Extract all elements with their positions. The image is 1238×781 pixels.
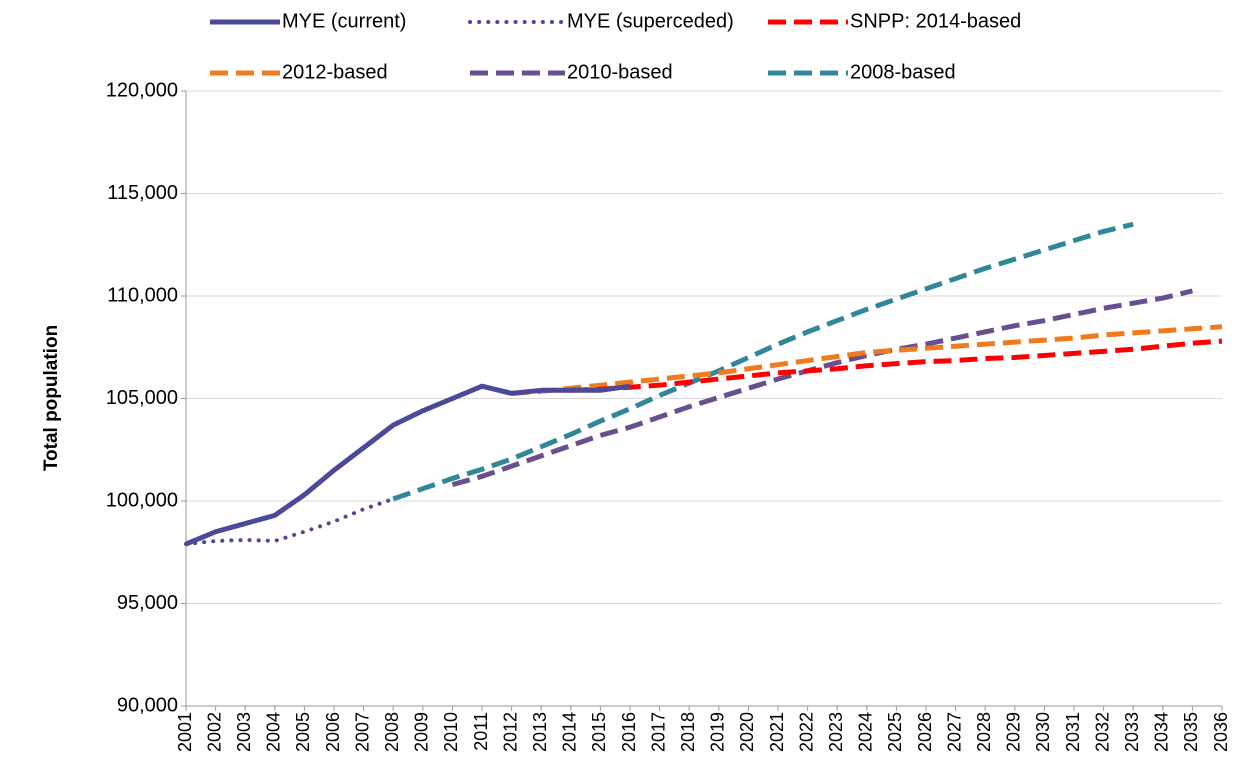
x-tick-label: 2025 <box>885 712 905 752</box>
x-tick-label: 2013 <box>530 712 550 752</box>
series-line <box>185 383 631 547</box>
x-tick-label: 2031 <box>1063 712 1083 752</box>
x-tick-label: 2001 <box>175 712 195 752</box>
legend-label: 2010-based <box>567 61 673 83</box>
x-tick-label: 2023 <box>826 712 846 752</box>
x-tick-label: 2022 <box>796 712 816 752</box>
x-tick-label: 2009 <box>412 712 432 752</box>
y-tick-label: 105,000 <box>106 387 178 409</box>
x-tick-label: 2021 <box>767 712 787 752</box>
x-tick-label: 2008 <box>382 712 402 752</box>
x-tick-label: 2004 <box>264 712 284 752</box>
legend-label: 2012-based <box>282 61 388 83</box>
x-tick-label: 2006 <box>323 712 343 752</box>
x-tick-label: 2033 <box>1122 712 1142 752</box>
x-tick-label: 2026 <box>915 712 935 752</box>
x-tick-label: 2029 <box>1004 712 1024 752</box>
x-tick-label: 2007 <box>352 712 372 752</box>
x-tick-label: 2011 <box>471 712 491 751</box>
series-line <box>184 496 396 547</box>
legend-label: 2008-based <box>850 61 956 83</box>
x-tick-label: 2002 <box>204 712 224 752</box>
y-tick-label: 115,000 <box>107 182 178 204</box>
x-tick-label: 2015 <box>589 712 609 752</box>
y-tick-label: 120,000 <box>106 79 178 101</box>
legend-label: SNPP: 2014-based <box>850 10 1021 32</box>
series-line <box>511 324 1223 396</box>
y-tick-label: 100,000 <box>106 489 178 511</box>
series-line <box>451 288 1193 488</box>
x-tick-label: 2027 <box>944 712 964 752</box>
y-tick-label: 95,000 <box>117 592 178 614</box>
legend-label: MYE (superceded) <box>567 10 734 32</box>
y-axis-label: Total population <box>41 325 62 471</box>
y-tick-label: 90,000 <box>117 694 178 716</box>
legend-label: MYE (current) <box>282 10 406 32</box>
x-tick-label: 2030 <box>1033 712 1053 752</box>
y-tick-label: 110,000 <box>107 284 178 306</box>
x-tick-label: 2019 <box>708 712 728 752</box>
x-tick-label: 2020 <box>737 712 757 752</box>
x-tick-label: 2028 <box>974 712 994 752</box>
x-tick-label: 2010 <box>441 712 461 752</box>
series-line <box>392 221 1134 502</box>
x-tick-label: 2034 <box>1152 712 1172 752</box>
x-tick-label: 2035 <box>1181 712 1201 752</box>
x-tick-label: 2018 <box>678 712 698 752</box>
series-line <box>570 338 1223 393</box>
x-tick-label: 2003 <box>234 712 254 752</box>
x-tick-label: 2017 <box>648 712 668 752</box>
x-tick-label: 2036 <box>1211 712 1231 752</box>
x-tick-label: 2014 <box>560 712 580 752</box>
x-tick-label: 2012 <box>500 712 520 752</box>
x-tick-label: 2024 <box>856 712 876 752</box>
x-tick-label: 2016 <box>619 712 639 752</box>
x-tick-label: 2005 <box>293 712 313 752</box>
x-tick-label: 2032 <box>1092 712 1112 752</box>
